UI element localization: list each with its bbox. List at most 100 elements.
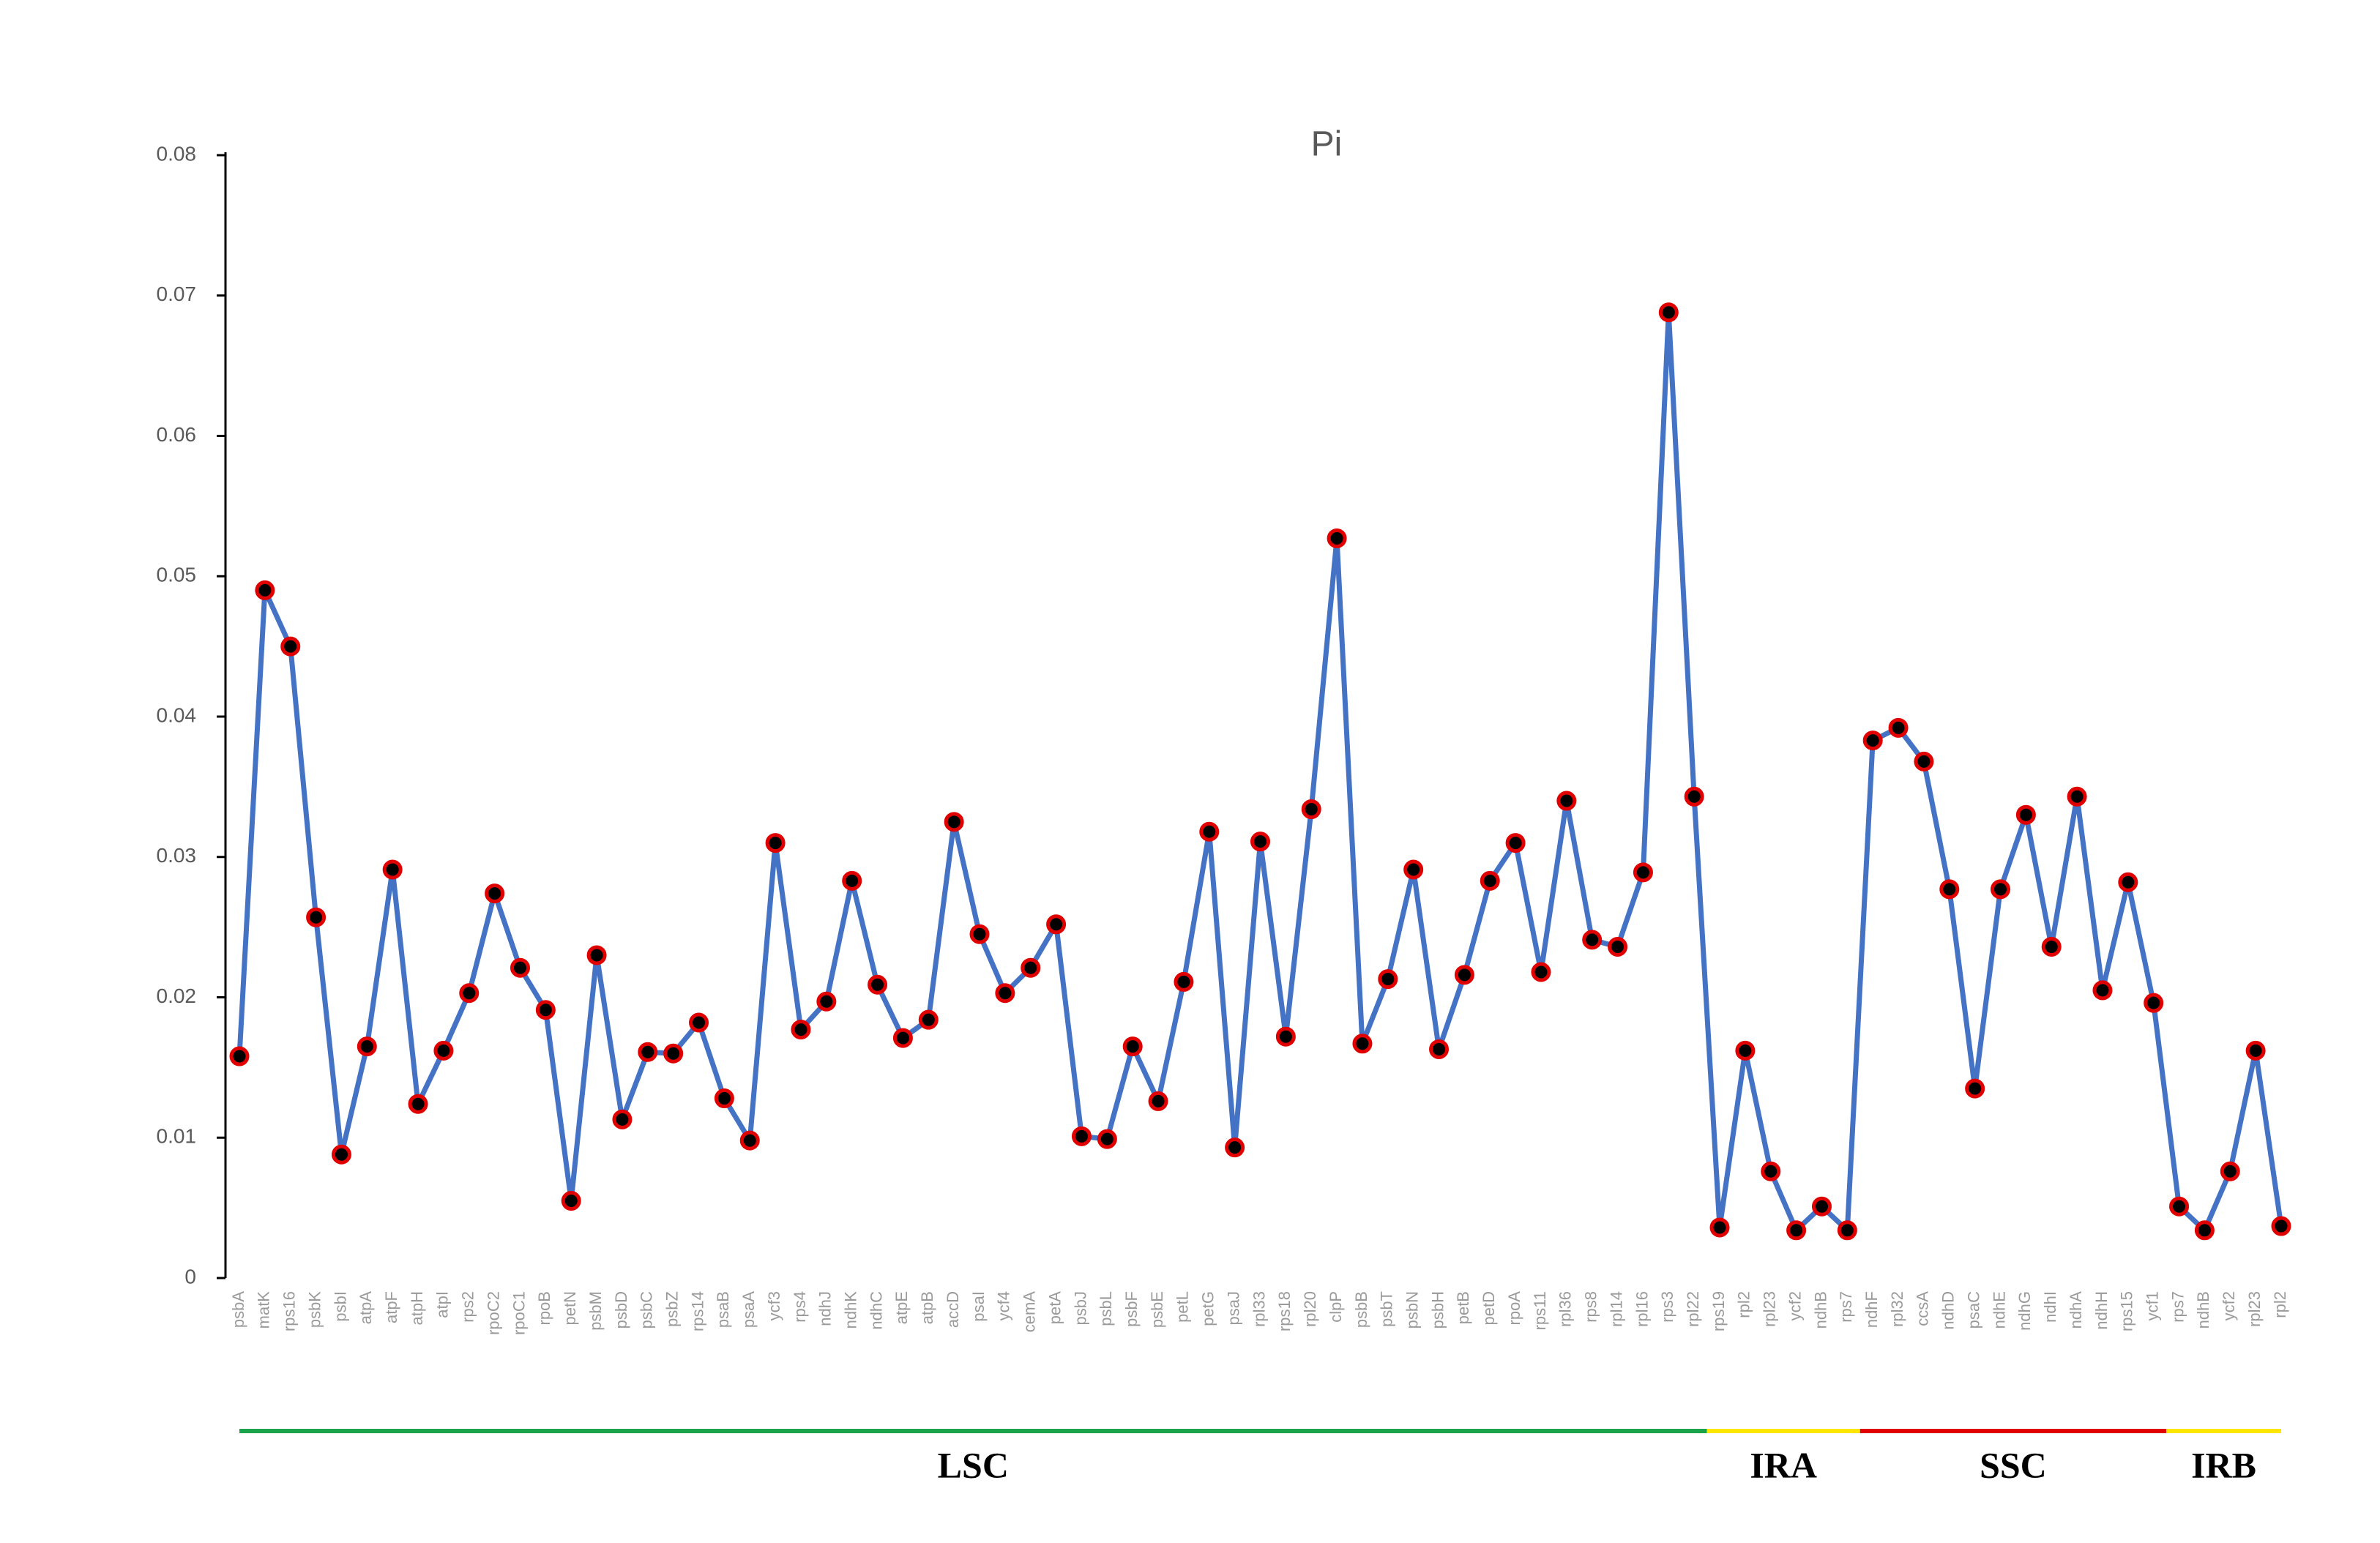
data-point	[2118, 872, 2138, 892]
x-tick-label: ycf3	[765, 1291, 783, 1320]
x-tick-label: rpl14	[1607, 1291, 1625, 1327]
chart-title: Pi	[1311, 125, 1343, 164]
x-tick-label: rps11	[1531, 1291, 1549, 1330]
data-point	[1505, 833, 1526, 853]
region-label: IRA	[1750, 1444, 1817, 1485]
data-point	[459, 983, 480, 1004]
data-point	[229, 1046, 250, 1066]
data-point	[1965, 1078, 1985, 1099]
data-point	[791, 1020, 811, 1040]
data-point	[1301, 799, 1321, 820]
region-label: IRB	[2191, 1444, 2256, 1485]
x-tick-label: rps2	[459, 1291, 477, 1323]
x-tick-label: atpE	[892, 1291, 911, 1324]
x-tick-label: cemA	[1021, 1291, 1039, 1333]
data-point	[1071, 1126, 1092, 1146]
data-point	[1429, 1039, 1450, 1059]
x-tick-label: ycf1	[2144, 1291, 2162, 1320]
x-tick-label: psbH	[1428, 1291, 1447, 1329]
x-tick-label: atpA	[357, 1291, 375, 1325]
x-tick-label: psbC	[638, 1291, 656, 1329]
x-tick-label: psbI	[331, 1291, 349, 1322]
x-tick-label: ndhA	[2067, 1291, 2085, 1329]
x-tick-label: rps18	[1275, 1291, 1294, 1331]
x-tick-label: rps3	[1658, 1291, 1676, 1323]
data-point	[561, 1191, 581, 1211]
y-tick-label: 0.02	[157, 985, 197, 1007]
data-point	[255, 580, 275, 600]
x-tick-label: rps14	[688, 1291, 706, 1331]
x-tick-label: rpl23	[2245, 1291, 2264, 1327]
data-point	[1888, 717, 1909, 738]
region-label: LSC	[938, 1444, 1009, 1485]
x-tick-label: psaJ	[1224, 1291, 1242, 1325]
x-tick-label: psbL	[1097, 1291, 1115, 1326]
y-tick-label: 0.08	[157, 142, 197, 165]
data-point	[1454, 965, 1474, 985]
x-tick-label: psaA	[739, 1291, 758, 1328]
x-tick-label: matK	[255, 1291, 273, 1329]
data-point	[892, 1028, 913, 1048]
data-point	[1633, 862, 1653, 883]
data-point	[2067, 786, 2087, 807]
data-point	[485, 883, 505, 904]
data-point	[739, 1130, 760, 1151]
data-point	[2144, 993, 2164, 1013]
x-tick-label: petG	[1199, 1291, 1217, 1326]
x-tick-label: petN	[561, 1291, 579, 1325]
data-point	[2220, 1161, 2240, 1181]
x-tick-label: ndhI	[2041, 1291, 2059, 1323]
x-tick-label: petD	[1480, 1291, 1498, 1325]
y-tick-label: 0.04	[157, 703, 197, 726]
data-point	[2092, 980, 2113, 1001]
data-point	[535, 1000, 556, 1020]
data-point	[2194, 1220, 2215, 1241]
data-point	[868, 974, 888, 995]
data-point	[1403, 859, 1424, 880]
x-tick-label: ycf2	[1786, 1291, 1804, 1320]
data-point	[1021, 957, 1041, 978]
x-tick-label: psaI	[969, 1291, 988, 1322]
x-tick-label: rps8	[1582, 1291, 1600, 1323]
x-tick-label: ycf4	[995, 1291, 1013, 1320]
data-point	[1684, 786, 1704, 807]
data-point	[1556, 791, 1577, 811]
y-tick-label: 0.01	[157, 1125, 197, 1148]
x-tick-label: rpl36	[1556, 1291, 1575, 1327]
y-tick-label: 0.07	[157, 283, 197, 305]
x-tick-label: ndhF	[1862, 1291, 1881, 1328]
data-point	[2041, 936, 2062, 957]
x-tick-label: rpl32	[1888, 1291, 1906, 1327]
data-point	[1735, 1040, 1756, 1061]
x-tick-label: psbJ	[1071, 1291, 1089, 1325]
data-point	[433, 1040, 454, 1061]
x-tick-label: petL	[1174, 1291, 1192, 1323]
data-point	[1250, 832, 1270, 852]
x-tick-label: psbB	[1352, 1291, 1370, 1328]
data-point	[1174, 971, 1194, 992]
x-tick-label: rpl20	[1301, 1291, 1319, 1327]
data-point	[1199, 821, 1220, 842]
x-tick-label: atpF	[382, 1291, 400, 1323]
x-tick-label: psbF	[1122, 1291, 1141, 1327]
x-tick-label: atpH	[408, 1291, 426, 1325]
region-label: SSC	[1980, 1444, 2047, 1485]
data-point	[1480, 870, 1500, 891]
x-tick-label: accD	[944, 1291, 962, 1328]
x-tick-label: ycf2	[2220, 1291, 2238, 1320]
data-point	[1862, 731, 1883, 751]
data-point	[586, 945, 607, 965]
data-point	[1097, 1129, 1117, 1149]
data-point	[2169, 1196, 2190, 1217]
data-point	[1122, 1036, 1143, 1057]
x-tick-label: ccsA	[1914, 1291, 1932, 1326]
data-point	[918, 1009, 939, 1030]
data-point	[1709, 1217, 1730, 1238]
x-tick-label: rpoA	[1505, 1291, 1523, 1326]
data-point	[1761, 1161, 1781, 1181]
x-tick-label: clpP	[1327, 1291, 1345, 1323]
x-tick-label: rps7	[2168, 1291, 2187, 1323]
data-point	[408, 1094, 428, 1114]
y-tick-label: 0.05	[157, 564, 197, 586]
